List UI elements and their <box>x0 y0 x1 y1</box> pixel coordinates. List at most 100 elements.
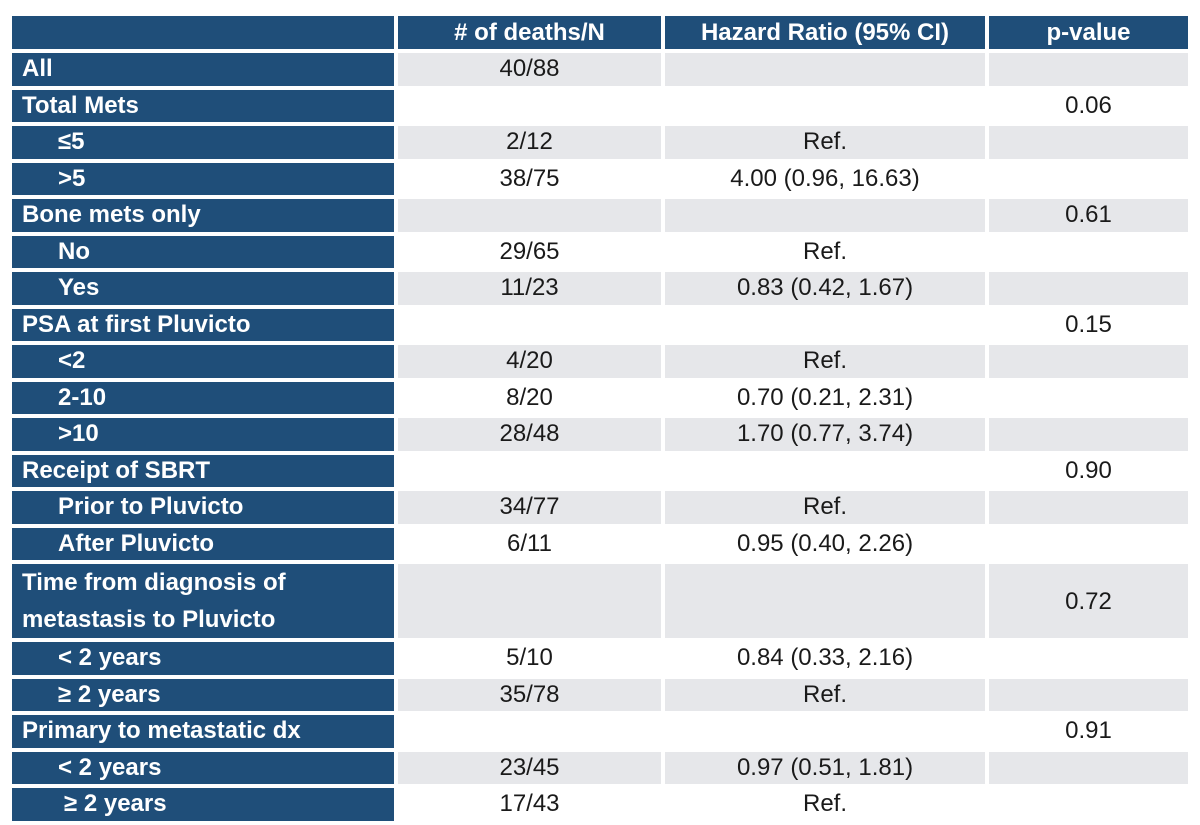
p-value-cell: 0.72 <box>989 564 1188 638</box>
deaths-cell: 40/88 <box>398 53 661 86</box>
deaths-cell <box>398 715 661 748</box>
row-label: ≥ 2 years <box>12 788 394 821</box>
row-label: Receipt of SBRT <box>12 454 394 487</box>
row-label: Primary to metastatic dx <box>12 715 394 748</box>
p-value-cell <box>989 642 1188 675</box>
hazard-ratio-cell: 1.70 (0.77, 3.74) <box>665 418 985 451</box>
table-row: All 40/88 <box>12 53 1188 86</box>
hazard-ratio-cell: Ref. <box>665 491 985 524</box>
deaths-cell: 34/77 <box>398 491 661 524</box>
deaths-cell: 17/43 <box>398 788 661 821</box>
p-value-cell: 0.90 <box>989 454 1188 487</box>
row-label: >5 <box>12 162 394 195</box>
corner-header <box>12 16 394 49</box>
hazard-ratio-cell: 0.70 (0.21, 2.31) <box>665 381 985 414</box>
p-value-cell: 0.91 <box>989 715 1188 748</box>
table-row: Prior to Pluvicto 34/77 Ref. <box>12 491 1188 524</box>
header-row: # of deaths/N Hazard Ratio (95% CI) p-va… <box>12 16 1188 49</box>
deaths-cell: 8/20 <box>398 381 661 414</box>
hazard-ratio-cell <box>665 199 985 232</box>
deaths-cell <box>398 199 661 232</box>
deaths-cell: 29/65 <box>398 235 661 268</box>
table-row: <2 4/20 Ref. <box>12 345 1188 378</box>
p-value-cell <box>989 272 1188 305</box>
hazard-ratio-cell: 4.00 (0.96, 16.63) <box>665 162 985 195</box>
hazard-ratio-cell <box>665 564 985 638</box>
p-value-cell: 0.15 <box>989 308 1188 341</box>
row-label: Time from diagnosis of metastasis to Plu… <box>12 564 394 638</box>
row-label: ≤5 <box>12 126 394 159</box>
row-label: <2 <box>12 345 394 378</box>
hazard-ratio-cell: Ref. <box>665 126 985 159</box>
row-label: After Pluvicto <box>12 527 394 560</box>
row-label: < 2 years <box>12 751 394 784</box>
p-value-cell <box>989 678 1188 711</box>
p-value-cell <box>989 345 1188 378</box>
p-value-cell <box>989 126 1188 159</box>
p-value-cell <box>989 418 1188 451</box>
hazard-ratio-cell <box>665 308 985 341</box>
table-row: Total Mets 0.06 <box>12 89 1188 122</box>
hazard-ratio-table: # of deaths/N Hazard Ratio (95% CI) p-va… <box>8 12 1192 825</box>
row-label: < 2 years <box>12 642 394 675</box>
deaths-cell <box>398 454 661 487</box>
table-row: No 29/65 Ref. <box>12 235 1188 268</box>
row-label: No <box>12 235 394 268</box>
row-label: All <box>12 53 394 86</box>
table-row: < 2 years 5/10 0.84 (0.33, 2.16) <box>12 642 1188 675</box>
table-row: >10 28/48 1.70 (0.77, 3.74) <box>12 418 1188 451</box>
p-value-column-header: p-value <box>989 16 1188 49</box>
row-label: Yes <box>12 272 394 305</box>
hazard-ratio-cell <box>665 89 985 122</box>
deaths-cell: 35/78 <box>398 678 661 711</box>
hazard-ratio-cell: Ref. <box>665 678 985 711</box>
hazard-ratio-cell: 0.84 (0.33, 2.16) <box>665 642 985 675</box>
table-row: Bone mets only 0.61 <box>12 199 1188 232</box>
p-value-cell <box>989 527 1188 560</box>
row-label: 2-10 <box>12 381 394 414</box>
deaths-cell: 2/12 <box>398 126 661 159</box>
table-row: ≥ 2 years 35/78 Ref. <box>12 678 1188 711</box>
deaths-cell <box>398 308 661 341</box>
p-value-cell <box>989 381 1188 414</box>
p-value-cell <box>989 162 1188 195</box>
p-value-cell <box>989 491 1188 524</box>
hazard-ratio-cell: 0.83 (0.42, 1.67) <box>665 272 985 305</box>
row-label: Total Mets <box>12 89 394 122</box>
p-value-cell <box>989 53 1188 86</box>
p-value-cell: 0.61 <box>989 199 1188 232</box>
deaths-cell: 6/11 <box>398 527 661 560</box>
deaths-cell: 4/20 <box>398 345 661 378</box>
table-row: Time from diagnosis of metastasis to Plu… <box>12 564 1188 638</box>
p-value-cell <box>989 751 1188 784</box>
table-row: PSA at first Pluvicto 0.15 <box>12 308 1188 341</box>
hazard-ratio-cell: 0.97 (0.51, 1.81) <box>665 751 985 784</box>
deaths-cell: 11/23 <box>398 272 661 305</box>
deaths-cell: 23/45 <box>398 751 661 784</box>
table-row: After Pluvicto 6/11 0.95 (0.40, 2.26) <box>12 527 1188 560</box>
table-row: < 2 years 23/45 0.97 (0.51, 1.81) <box>12 751 1188 784</box>
deaths-cell: 5/10 <box>398 642 661 675</box>
hazard-ratio-column-header: Hazard Ratio (95% CI) <box>665 16 985 49</box>
hazard-ratio-cell: 0.95 (0.40, 2.26) <box>665 527 985 560</box>
deaths-column-header: # of deaths/N <box>398 16 661 49</box>
hazard-ratio-cell <box>665 53 985 86</box>
deaths-cell <box>398 564 661 638</box>
table-row: >5 38/75 4.00 (0.96, 16.63) <box>12 162 1188 195</box>
hazard-ratio-cell: Ref. <box>665 235 985 268</box>
row-label: >10 <box>12 418 394 451</box>
table-row: 2-10 8/20 0.70 (0.21, 2.31) <box>12 381 1188 414</box>
table-row: Receipt of SBRT 0.90 <box>12 454 1188 487</box>
deaths-cell: 38/75 <box>398 162 661 195</box>
deaths-cell: 28/48 <box>398 418 661 451</box>
row-label: PSA at first Pluvicto <box>12 308 394 341</box>
hazard-ratio-cell: Ref. <box>665 788 985 821</box>
hazard-ratio-cell: Ref. <box>665 345 985 378</box>
table-row: Primary to metastatic dx 0.91 <box>12 715 1188 748</box>
deaths-cell <box>398 89 661 122</box>
row-label: Bone mets only <box>12 199 394 232</box>
table-row: Yes 11/23 0.83 (0.42, 1.67) <box>12 272 1188 305</box>
table-row: ≥ 2 years 17/43 Ref. <box>12 788 1188 821</box>
row-label: ≥ 2 years <box>12 678 394 711</box>
table-row: ≤5 2/12 Ref. <box>12 126 1188 159</box>
